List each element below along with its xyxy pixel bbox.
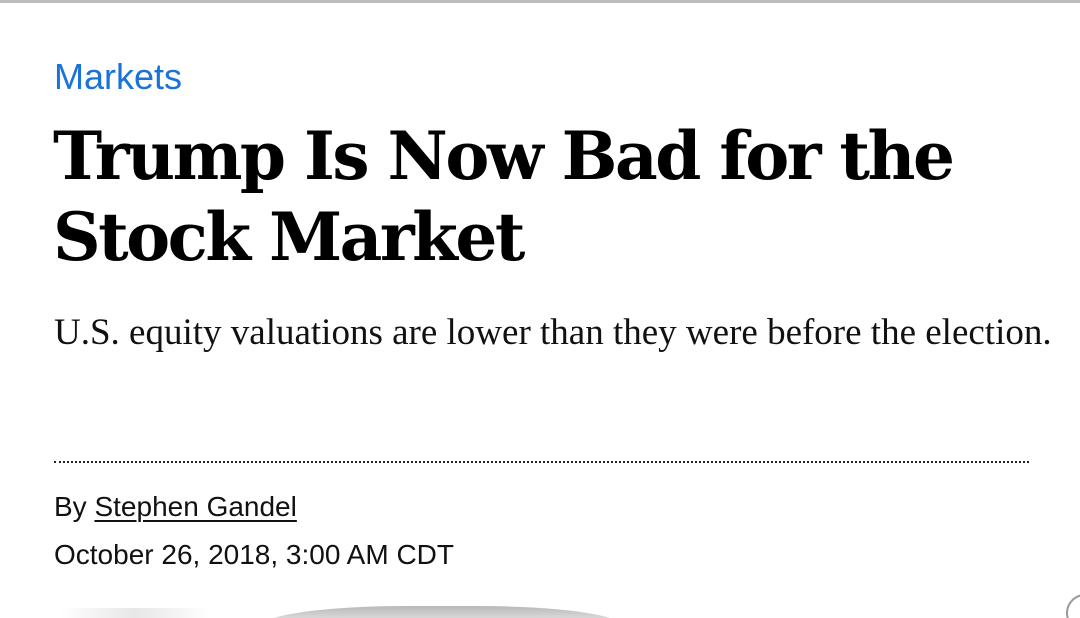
section-link-markets[interactable]: Markets [54,56,183,97]
hero-image [262,606,622,618]
article-dek: U.S. equity valuations are lower than th… [54,312,1052,353]
publish-date: October 26, 2018, 3:00 AM CDT [54,539,454,570]
byline-prefix: By [54,491,87,522]
byline: By Stephen Gandel [54,489,297,525]
article-headline: Trump Is Now Bad for the Stock Market [53,117,955,276]
author-link[interactable]: Stephen Gandel [94,491,297,522]
dotted-divider [54,461,1029,463]
floating-action-button[interactable] [1066,594,1080,618]
hero-image-shadow [60,608,210,618]
top-border [0,0,1080,3]
